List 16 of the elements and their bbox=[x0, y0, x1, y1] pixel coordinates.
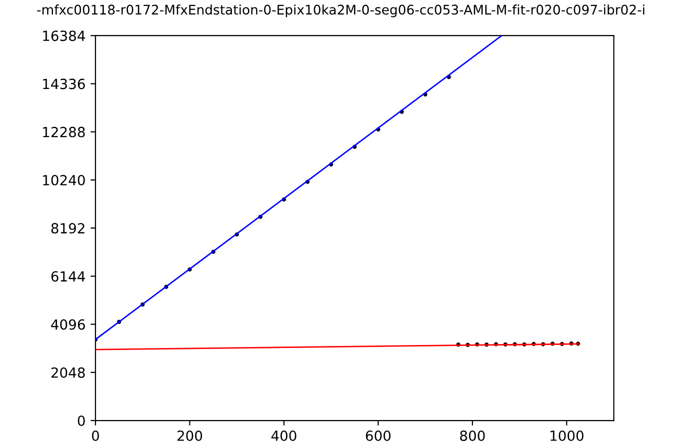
y-tick-label: 0 bbox=[78, 415, 85, 426]
y-tick-label: 6144 bbox=[51, 271, 85, 282]
x-tick-label: 400 bbox=[271, 430, 296, 441]
x-tick-label: 200 bbox=[177, 430, 202, 441]
y-tick-label: 8192 bbox=[51, 223, 84, 234]
x-tick-label: 1000 bbox=[550, 430, 584, 441]
x-tick-label: 800 bbox=[460, 430, 485, 441]
x-tick-label: 0 bbox=[92, 430, 99, 441]
chart-title: -mfxc00118-r0172-MfxEndstation-0-Epix10ka2M-0-seg06-cc053-AML-M-fit-r020-c097-ibr02-i bbox=[37, 4, 644, 18]
x-tick-label: 600 bbox=[366, 430, 391, 441]
y-tick-label: 12288 bbox=[43, 126, 85, 138]
y-tick-label: 2048 bbox=[51, 367, 85, 378]
y-tick-label: 4096 bbox=[51, 319, 85, 330]
y-tick-label: 10240 bbox=[43, 174, 85, 186]
y-tick-label: 14336 bbox=[43, 78, 85, 90]
y-tick-label: 16384 bbox=[43, 30, 85, 42]
